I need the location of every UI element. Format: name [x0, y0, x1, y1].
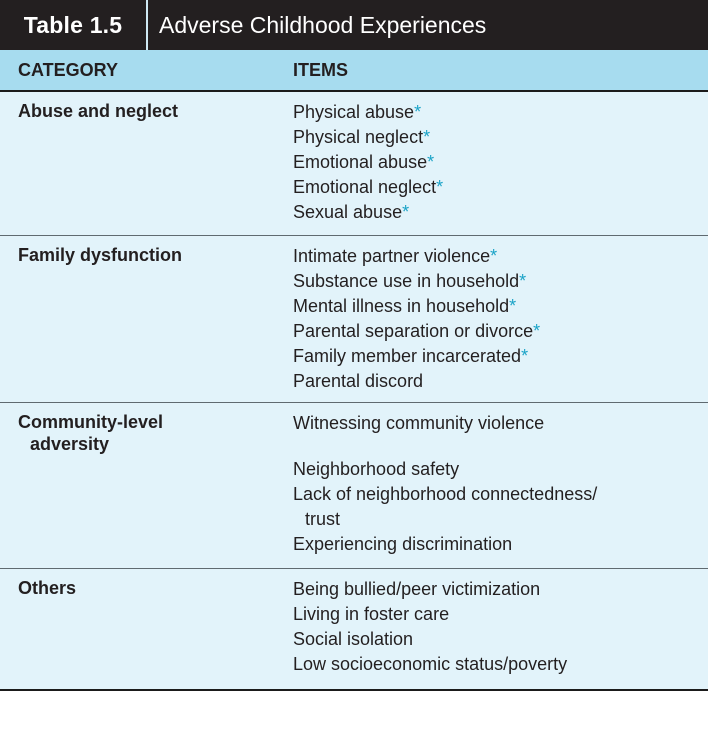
category-cell: Family dysfunction — [18, 245, 183, 265]
list-item: Emotional neglect* — [293, 177, 444, 197]
table-body: Abuse and neglect Physical abuse* Physic… — [0, 92, 708, 691]
items-cell: Witnessing community violence Neighborho… — [293, 411, 693, 557]
list-item: Experiencing discrimination — [293, 534, 513, 554]
list-item: Physical neglect* — [293, 127, 431, 147]
category-cell: Abuse and neglect — [18, 101, 179, 121]
asterisk-marker: * — [423, 127, 431, 147]
table-row: Abuse and neglect Physical abuse* Physic… — [0, 92, 708, 236]
list-item: Mental illness in household* — [293, 296, 517, 316]
list-item: Parental separation or divorce* — [293, 321, 541, 341]
list-item: Witnessing community violence — [293, 413, 545, 433]
items-cell: Being bullied/peer victimization Living … — [293, 577, 693, 677]
list-item: Intimate partner violence* — [293, 246, 498, 266]
list-item: Low socioeconomic status/poverty — [293, 654, 568, 674]
category-line-2: adversity — [30, 434, 110, 454]
list-item: Living in foster care — [293, 604, 450, 624]
list-item: Physical abuse* — [293, 102, 422, 122]
asterisk-marker: * — [533, 321, 541, 341]
table-title: Adverse Childhood Experiences — [159, 11, 487, 38]
list-item: Sexual abuse* — [293, 202, 410, 222]
list-item-continuation: trust — [305, 509, 341, 529]
table-row: Family dysfunction Intimate partner viol… — [0, 236, 708, 403]
list-item: Family member incarcerated* — [293, 346, 529, 366]
items-cell: Intimate partner violence* Substance use… — [293, 244, 693, 394]
asterisk-marker: * — [490, 246, 498, 266]
list-item: Substance use in household* — [293, 271, 527, 291]
category-column-header: CATEGORY — [18, 59, 119, 80]
asterisk-marker: * — [519, 271, 527, 291]
asterisk-marker: * — [521, 346, 529, 366]
list-item: Lack of neighborhood connectedness/ — [293, 484, 598, 504]
item-spacer — [293, 436, 693, 457]
table-header-row: CATEGORY ITEMS — [0, 50, 708, 92]
asterisk-marker: * — [414, 102, 422, 122]
adverse-experiences-table: Table 1.5 Adverse Childhood Experiences … — [0, 0, 708, 691]
list-item: Emotional abuse* — [293, 152, 435, 172]
category-line-1: Community-level — [18, 412, 164, 432]
items-cell: Physical abuse* Physical neglect* Emotio… — [293, 100, 693, 225]
table-row: Community-level adversity Witnessing com… — [0, 403, 708, 569]
table-title-bar: Table 1.5 Adverse Childhood Experiences — [0, 0, 708, 50]
list-item: Neighborhood safety — [293, 459, 460, 479]
category-cell: Others — [18, 578, 77, 598]
table-number: Table 1.5 — [23, 11, 123, 38]
asterisk-marker: * — [402, 202, 410, 222]
list-item: Being bullied/peer victimization — [293, 579, 541, 599]
asterisk-marker: * — [427, 152, 435, 172]
list-item: Social isolation — [293, 629, 414, 649]
title-divider — [146, 0, 148, 50]
list-item: Parental discord — [293, 371, 424, 391]
category-cell: Community-level adversity — [18, 411, 268, 455]
asterisk-marker: * — [509, 296, 517, 316]
asterisk-marker: * — [436, 177, 444, 197]
table-row: Others Being bullied/peer victimization … — [0, 569, 708, 691]
items-column-header: ITEMS — [293, 59, 349, 80]
